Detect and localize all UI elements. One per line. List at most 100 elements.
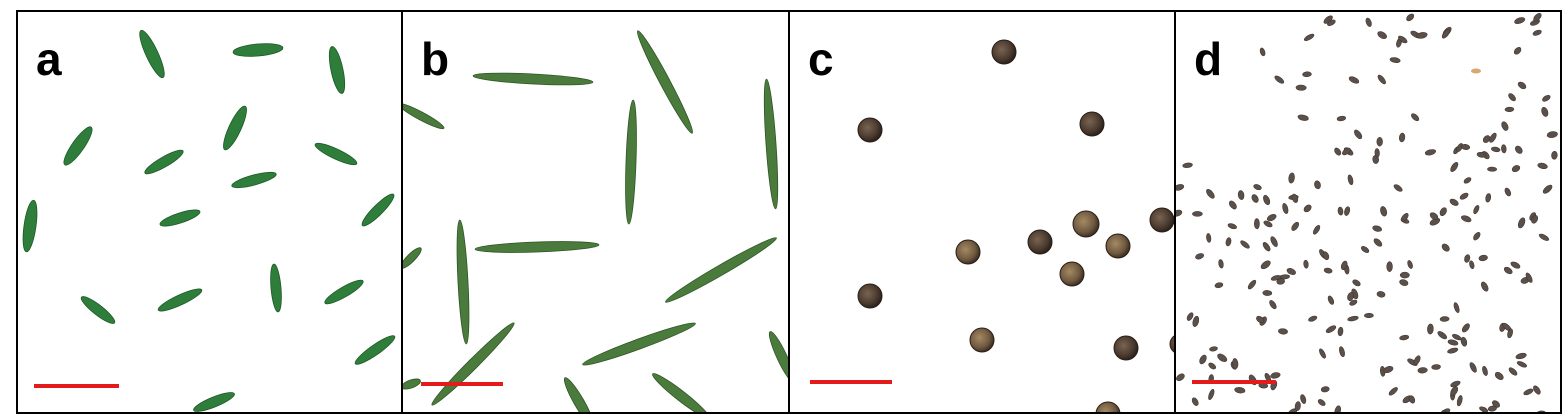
grain xyxy=(1365,17,1372,27)
grain xyxy=(1380,206,1388,217)
grain xyxy=(1514,17,1526,24)
grain xyxy=(1270,372,1281,379)
grain xyxy=(1456,143,1464,152)
grain xyxy=(1327,19,1336,26)
panel-label-d: d xyxy=(1194,33,1223,85)
grain xyxy=(1186,312,1194,321)
panel-a: a xyxy=(16,10,403,414)
grain xyxy=(1208,389,1215,400)
grain xyxy=(1551,150,1558,160)
grain xyxy=(1411,113,1420,122)
grain xyxy=(1461,323,1470,333)
grain xyxy=(1450,386,1459,396)
grain xyxy=(1399,132,1406,143)
grain xyxy=(1533,385,1541,395)
grain xyxy=(1386,261,1393,272)
grain xyxy=(1399,271,1410,279)
grain xyxy=(1460,336,1468,347)
grain xyxy=(1469,362,1477,373)
grain xyxy=(1225,237,1232,247)
grain xyxy=(1406,13,1415,22)
grain xyxy=(1347,174,1354,186)
grain xyxy=(1228,200,1237,210)
grain xyxy=(1450,162,1459,172)
panel-b: b xyxy=(401,10,790,414)
grain xyxy=(1192,211,1203,217)
panel-a-image xyxy=(22,29,396,412)
scale-bar-d xyxy=(1192,380,1276,384)
grain xyxy=(1349,299,1358,306)
grain xyxy=(1541,107,1549,117)
panel-c-image xyxy=(857,39,1174,412)
grain xyxy=(1399,334,1410,341)
grain xyxy=(1176,184,1185,191)
grain xyxy=(1473,232,1481,241)
grain xyxy=(1337,206,1344,216)
grain xyxy=(1383,366,1394,373)
grain xyxy=(1441,243,1450,252)
grain xyxy=(1262,242,1271,252)
grain xyxy=(1479,406,1489,412)
grain xyxy=(1400,212,1409,222)
grain xyxy=(1322,251,1330,261)
grain xyxy=(1501,144,1507,154)
grain xyxy=(1463,177,1472,184)
scale-bar-c xyxy=(810,380,892,384)
grain xyxy=(1487,405,1497,412)
grain xyxy=(1291,221,1300,231)
grain xyxy=(1431,364,1441,370)
grain xyxy=(1510,261,1521,269)
grain xyxy=(1240,240,1250,249)
grain xyxy=(1288,172,1295,184)
grain xyxy=(1450,380,1461,388)
grain xyxy=(1531,215,1539,224)
panel-label-c: c xyxy=(808,33,834,85)
grain xyxy=(1347,292,1355,302)
scale-bar-b xyxy=(421,382,503,386)
grain xyxy=(1376,136,1383,147)
grain xyxy=(1533,13,1542,22)
grain xyxy=(1282,203,1289,214)
grain xyxy=(1274,75,1285,84)
grain xyxy=(1360,246,1370,253)
grain xyxy=(1469,260,1475,269)
grain xyxy=(1337,326,1344,337)
grain xyxy=(1532,29,1542,36)
grain xyxy=(1269,300,1277,310)
grain xyxy=(1478,254,1488,262)
grain xyxy=(1460,215,1472,223)
grain xyxy=(1253,184,1262,191)
grain xyxy=(1473,205,1480,215)
grain xyxy=(1209,346,1218,352)
grain xyxy=(1276,278,1285,285)
grain xyxy=(1441,29,1450,39)
grain xyxy=(1319,348,1326,359)
grain xyxy=(1256,315,1265,324)
grain xyxy=(1376,291,1386,298)
grain xyxy=(1373,238,1383,247)
grain xyxy=(1507,328,1513,339)
grain xyxy=(1439,409,1447,412)
grain xyxy=(1417,367,1428,374)
grain xyxy=(1334,147,1342,156)
grain xyxy=(1377,31,1388,39)
grain xyxy=(1192,315,1200,327)
grain xyxy=(1476,151,1486,158)
grain xyxy=(1429,212,1439,220)
grain xyxy=(1393,184,1403,192)
grain xyxy=(1374,148,1380,158)
panel-d: d xyxy=(1174,10,1562,414)
panel-label-b: b xyxy=(421,33,450,85)
grain xyxy=(1542,184,1553,194)
grain xyxy=(1515,145,1523,154)
grain xyxy=(1424,149,1437,156)
grain xyxy=(1300,394,1307,404)
grain xyxy=(1439,316,1450,322)
grain xyxy=(1513,47,1522,55)
grain xyxy=(1303,204,1312,213)
grain xyxy=(1342,147,1351,156)
grain xyxy=(1247,279,1257,290)
grain xyxy=(1459,192,1469,200)
grain xyxy=(1294,401,1301,411)
grain xyxy=(1427,323,1434,335)
